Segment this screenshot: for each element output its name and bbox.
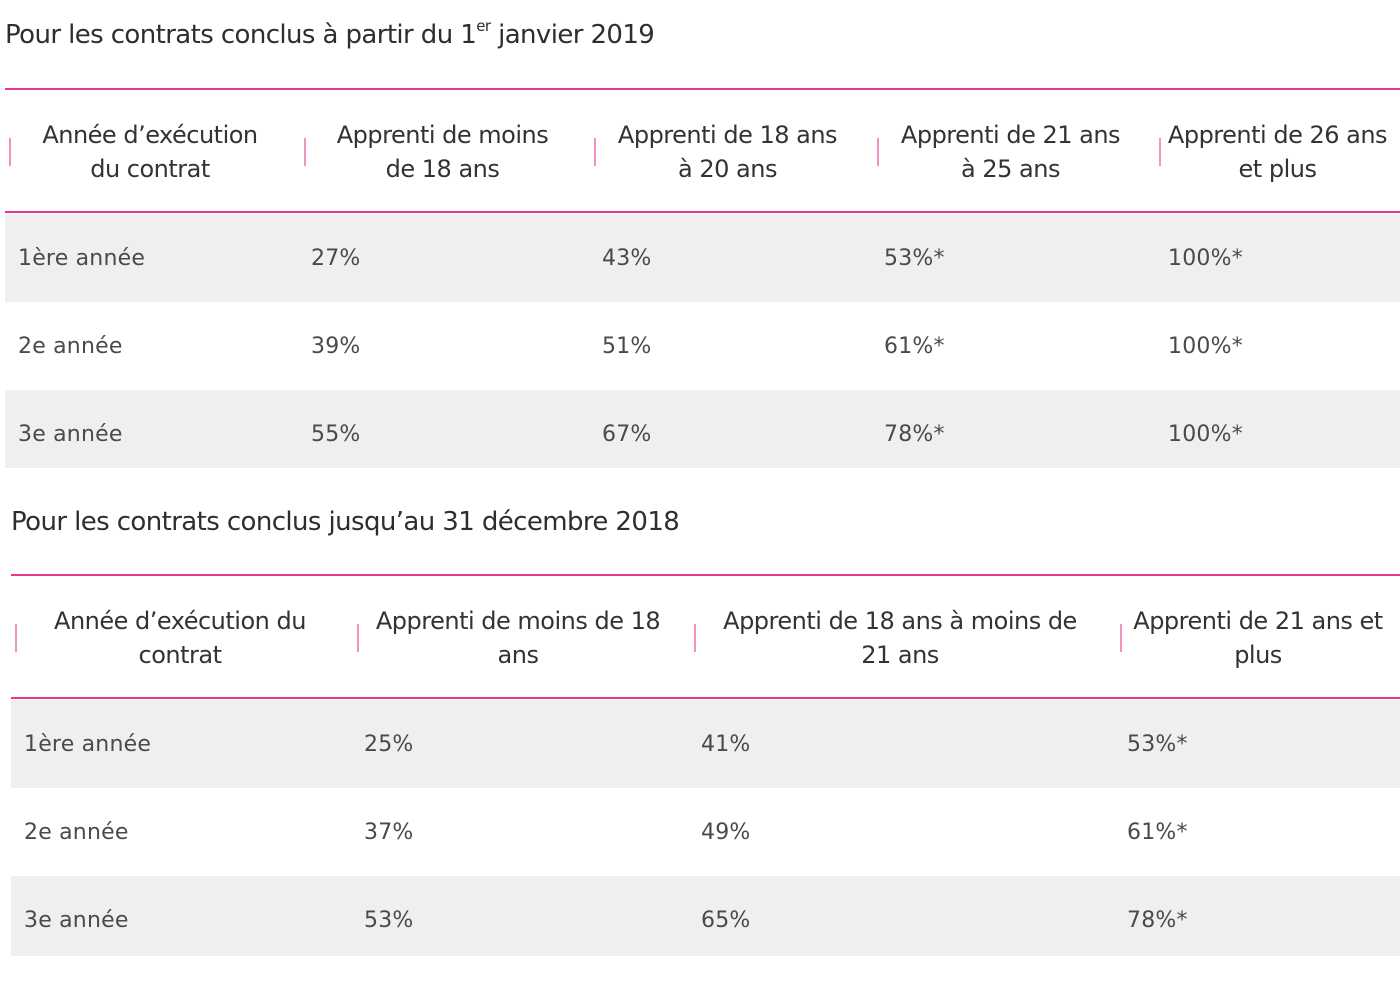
table-cell: 37% (364, 819, 414, 845)
table-2019-title-sup: er (476, 17, 491, 35)
table-2019-header-21-25: Apprenti de 21 ans à 25 ans (873, 100, 1148, 204)
table-cell: 27% (311, 245, 361, 271)
table-2019-title-end: janvier 2019 (490, 20, 655, 50)
table-2019-title-text: Pour les contrats conclus à partir du 1 (5, 20, 477, 50)
table-cell: 43% (602, 245, 652, 271)
header-separator (9, 138, 11, 166)
table-2019-top-rule (5, 88, 1400, 90)
table-2019-header-26-plus: Apprenti de 26 ans et plus (1155, 100, 1400, 204)
table-2019-header-rule (5, 211, 1400, 213)
header-separator (1120, 624, 1122, 652)
header-label: Année d’exécution du contrat (42, 121, 258, 183)
table-cell: 3e année (24, 907, 129, 933)
header-label: Apprenti de 18 ans à moins de 21 ans (723, 607, 1077, 669)
table-cell: 25% (364, 731, 414, 757)
header-separator (357, 624, 359, 652)
table-2019-header-year: Année d’exécution du contrat (5, 100, 295, 204)
table-2018-header-year: Année d’exécution du contrat (11, 586, 349, 690)
table-2018-header-21-plus: Apprenti de 21 ans et plus (1116, 586, 1400, 690)
table-cell: 100%* (1168, 245, 1243, 271)
table-cell: 65% (701, 907, 751, 933)
table-2019-title: Pour les contrats conclus à partir du 1e… (5, 17, 655, 50)
table-cell: 3e année (18, 421, 123, 447)
table-2019-header-row: Année d’exécution du contrat Apprenti de… (5, 100, 1400, 204)
header-separator (1159, 138, 1161, 166)
table-row: 2e année 37% 49% 61%* (11, 788, 1400, 876)
table-2018-top-rule (11, 574, 1400, 576)
table-cell: 67% (602, 421, 652, 447)
table-cell: 53% (364, 907, 414, 933)
table-cell: 61%* (1127, 819, 1188, 845)
header-label: Apprenti de moins de 18 ans (375, 607, 661, 669)
table-2019-header-under-18: Apprenti de moins de 18 ans (300, 100, 585, 204)
header-separator (877, 138, 879, 166)
table-row: 3e année 53% 65% 78%* (11, 876, 1400, 956)
table-cell: 2e année (18, 333, 123, 359)
header-label: Apprenti de 21 ans à 25 ans (900, 121, 1121, 183)
table-cell: 51% (602, 333, 652, 359)
table-cell: 39% (311, 333, 361, 359)
table-2018-header-rule (11, 697, 1400, 699)
table-cell: 2e année (24, 819, 129, 845)
table-cell: 41% (701, 731, 751, 757)
table-row: 1ère année 25% 41% 53%* (11, 700, 1400, 788)
table-cell: 78%* (1127, 907, 1188, 933)
table-cell: 53%* (1127, 731, 1188, 757)
table-2019-header-18-20: Apprenti de 18 ans à 20 ans (590, 100, 865, 204)
table-cell: 53%* (884, 245, 945, 271)
header-separator (15, 624, 17, 652)
table-row: 1ère année 27% 43% 53%* 100%* (5, 214, 1400, 302)
header-separator (594, 138, 596, 166)
table-row: 2e année 39% 51% 61%* 100%* (5, 302, 1400, 390)
table-cell: 1ère année (24, 731, 152, 757)
header-label: Apprenti de 21 ans et plus (1133, 607, 1383, 669)
header-label: Apprenti de 26 ans et plus (1167, 121, 1388, 183)
table-2018-title: Pour les contrats conclus jusqu’au 31 dé… (11, 507, 680, 537)
table-cell: 100%* (1168, 333, 1243, 359)
table-cell: 100%* (1168, 421, 1243, 447)
header-label: Année d’exécution du contrat (54, 607, 306, 669)
header-label: Apprenti de 18 ans à 20 ans (617, 121, 838, 183)
table-2018-header-18-21: Apprenti de 18 ans à moins de 21 ans (690, 586, 1110, 690)
table-cell: 55% (311, 421, 361, 447)
table-cell: 61%* (884, 333, 945, 359)
table-row: 3e année 55% 67% 78%* 100%* (5, 390, 1400, 468)
table-2018-header-under-18: Apprenti de moins de 18 ans (353, 586, 683, 690)
header-label: Apprenti de moins de 18 ans (336, 121, 549, 183)
table-cell: 49% (701, 819, 751, 845)
table-cell: 78%* (884, 421, 945, 447)
table-2018-header-row: Année d’exécution du contrat Apprenti de… (11, 586, 1400, 690)
header-separator (304, 138, 306, 166)
table-cell: 1ère année (18, 245, 146, 271)
header-separator (694, 624, 696, 652)
